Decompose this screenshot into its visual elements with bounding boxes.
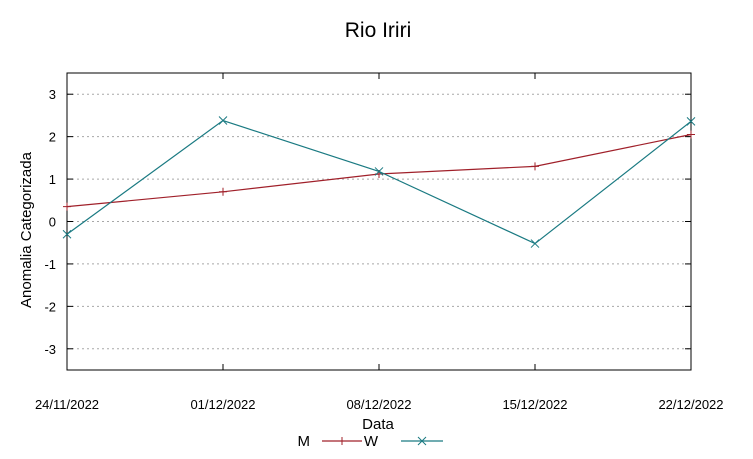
y-tick-label: -1 bbox=[44, 257, 56, 272]
x-tick-label: 01/12/2022 bbox=[190, 397, 255, 412]
chart-title: Rio Iriri bbox=[345, 19, 412, 42]
y-tick-label: -3 bbox=[44, 342, 56, 357]
grid-lines bbox=[67, 93, 691, 350]
legend-label: W bbox=[364, 433, 379, 450]
x-tick-label: 24/11/2022 bbox=[35, 397, 99, 412]
y-axis-label: Anomalia Categorizada bbox=[18, 151, 35, 308]
y-axis-ticks: 3 2 1 0 -1 -2 -3 bbox=[44, 87, 691, 357]
x-axis-ticks: 24/11/2022 01/12/2022 08/12/2022 15/12/2022… bbox=[35, 73, 724, 412]
data-point-marker bbox=[219, 187, 227, 196]
data-point-marker bbox=[531, 162, 539, 171]
y-tick-label: 1 bbox=[49, 172, 56, 187]
x-tick-label: 08/12/2022 bbox=[346, 397, 411, 412]
y-tick-label: 2 bbox=[49, 130, 56, 145]
data-point-marker bbox=[374, 167, 384, 176]
x-tick-label: 22/12/2022 bbox=[658, 397, 723, 412]
x-axis-label: Data bbox=[362, 416, 394, 433]
data-point-marker bbox=[63, 202, 71, 211]
data-point-marker bbox=[687, 130, 695, 139]
data-point-marker bbox=[686, 117, 696, 126]
legend-label: M bbox=[298, 433, 311, 450]
series-w bbox=[62, 116, 696, 248]
data-point-marker bbox=[62, 229, 72, 239]
series-line bbox=[66, 119, 692, 245]
legend-item-m: M bbox=[298, 433, 362, 450]
data-point-marker bbox=[530, 239, 540, 248]
data-point-marker bbox=[218, 116, 228, 125]
series-m bbox=[63, 130, 695, 211]
data-point-marker bbox=[417, 436, 427, 446]
data-point-marker bbox=[338, 437, 346, 445]
series-lines bbox=[62, 116, 696, 248]
y-tick-label: 3 bbox=[49, 87, 56, 102]
y-tick-label: 0 bbox=[49, 215, 56, 230]
legend-item-w: W bbox=[364, 433, 443, 450]
x-tick-label: 15/12/2022 bbox=[502, 397, 567, 412]
y-tick-label: -2 bbox=[44, 299, 56, 314]
